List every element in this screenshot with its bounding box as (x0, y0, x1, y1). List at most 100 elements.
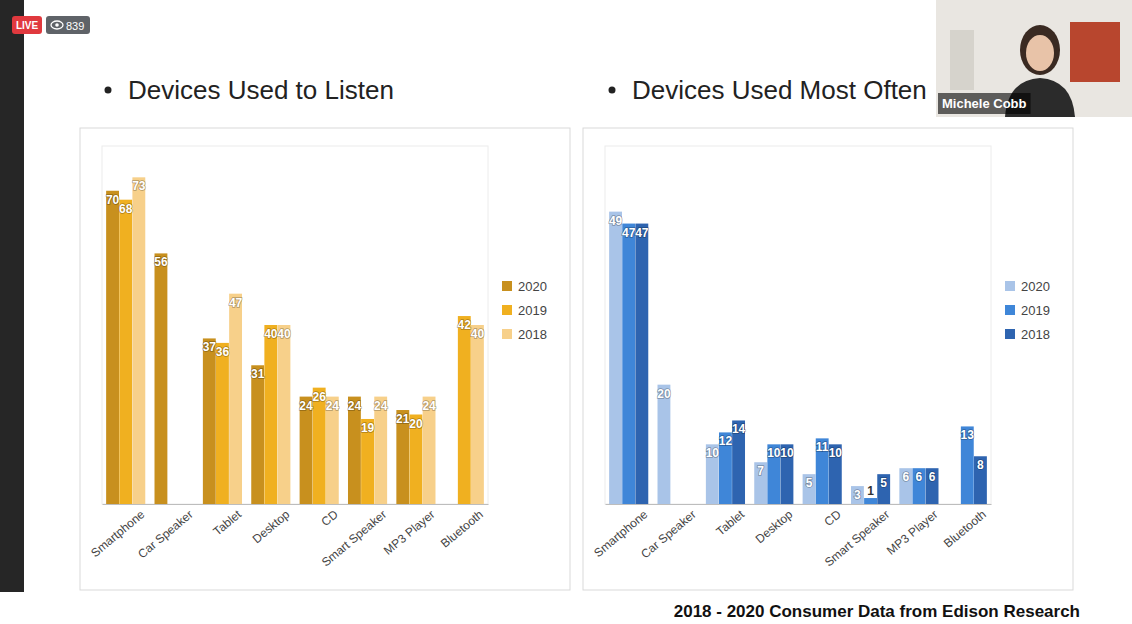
live-header: LIVE839 (12, 16, 90, 34)
legend: 202020192018 (1005, 279, 1050, 342)
x-tick: Smart Speaker (319, 504, 389, 569)
legend-label: 2018 (1021, 327, 1050, 342)
data-label: 24 (422, 399, 436, 413)
bar (155, 253, 168, 504)
bar (458, 316, 471, 504)
bar (829, 444, 842, 504)
data-label: 40 (471, 327, 485, 341)
bar (361, 419, 374, 504)
legend-swatch (502, 281, 512, 291)
bar (899, 468, 912, 504)
x-tick-label: Tablet (211, 507, 245, 539)
x-tick: Smart Speaker (822, 504, 892, 569)
bar (326, 397, 339, 504)
bar (974, 456, 987, 504)
data-label: 24 (374, 399, 388, 413)
x-tick-label: Car Speaker (638, 507, 699, 561)
plot-area: 492010753647121011161347141010568Smartph… (591, 146, 1050, 569)
data-label: 3 (854, 488, 861, 502)
data-label: 13 (961, 428, 975, 442)
bar (877, 474, 890, 504)
data-label: 26 (313, 390, 327, 404)
data-label: 47 (635, 226, 649, 240)
chart-title-group: Devices Used Most Often (609, 75, 927, 105)
x-axis-line (606, 504, 992, 505)
x-tick: MP3 Player (381, 504, 438, 558)
bar (635, 224, 648, 504)
plot-area: 7056373124242168364026192042734740242424… (88, 146, 547, 569)
data-label: 37 (203, 340, 217, 354)
bar (816, 438, 829, 504)
panel-frame (80, 128, 570, 590)
bar (609, 212, 622, 504)
data-label: 5 (880, 476, 887, 490)
bar (132, 177, 145, 504)
data-label: 12 (719, 434, 733, 448)
legend-item: 2018 (1005, 327, 1050, 342)
bar (396, 410, 409, 504)
data-label: 24 (348, 399, 362, 413)
bar (658, 385, 671, 504)
data-label: 10 (767, 446, 781, 460)
bar (203, 338, 216, 504)
presenter-video: Michele Cobb (936, 0, 1132, 117)
presenter-name: Michele Cobb (942, 96, 1027, 111)
x-tick-label: Smart Speaker (822, 507, 892, 569)
bar (229, 294, 242, 504)
page: LIVE839Michele Cobb705637312424216836402… (0, 0, 1132, 624)
bar (471, 325, 484, 504)
bars (609, 212, 987, 504)
presenter-name-bg (938, 93, 1031, 114)
data-label: 73 (132, 179, 146, 193)
data-label: 8 (977, 458, 984, 472)
bar (803, 474, 816, 504)
legend-swatch (1005, 281, 1015, 291)
bar (348, 397, 361, 504)
footer-source: 2018 - 2020 Consumer Data from Edison Re… (674, 602, 1080, 621)
legend-label: 2020 (518, 279, 547, 294)
x-tick: Car Speaker (638, 504, 699, 561)
data-label: 31 (251, 367, 265, 381)
bar (216, 343, 229, 504)
live-text: LIVE (16, 20, 39, 31)
data-label: 10 (706, 446, 720, 460)
title-bullet (105, 87, 112, 94)
bars (106, 177, 484, 504)
x-tick: MP3 Player (884, 504, 941, 558)
bar (278, 325, 291, 504)
data-label: 21 (396, 412, 410, 426)
plot-frame (102, 146, 488, 504)
data-label: 14 (732, 422, 746, 436)
panel-frame (583, 128, 1073, 590)
data-labels: 7056373124242168364026192042734740242424… (106, 179, 485, 435)
bar (851, 486, 864, 504)
bar (300, 397, 313, 504)
data-label: 20 (409, 417, 423, 431)
bar (767, 444, 780, 504)
data-label: 10 (780, 446, 794, 460)
data-label: 42 (458, 318, 472, 332)
data-label: 47 (229, 296, 243, 310)
video-bg (936, 0, 1132, 117)
data-label: 40 (277, 327, 291, 341)
data-label: 11 (816, 440, 829, 454)
legend-item: 2019 (502, 303, 547, 318)
x-axis: SmartphoneCar SpeakerTabletDesktopCDSmar… (591, 504, 991, 569)
x-tick: Bluetooth (438, 504, 486, 551)
x-tick-label: Smart Speaker (319, 507, 389, 569)
legend-label: 2018 (518, 327, 547, 342)
bar (719, 432, 732, 504)
chart-panel: 7056373124242168364026192042734740242424… (80, 128, 570, 590)
bar (264, 325, 277, 504)
x-tick: Car Speaker (135, 504, 196, 561)
bar (251, 365, 264, 504)
x-tick-label: CD (319, 507, 342, 529)
data-label: 36 (216, 345, 230, 359)
video-face (1026, 35, 1054, 71)
plot-frame (605, 146, 991, 504)
legend-swatch (502, 305, 512, 315)
x-tick: Bluetooth (941, 504, 989, 551)
data-label: 6 (902, 470, 909, 484)
legend-label: 2020 (1021, 279, 1050, 294)
data-label: 20 (657, 387, 671, 401)
